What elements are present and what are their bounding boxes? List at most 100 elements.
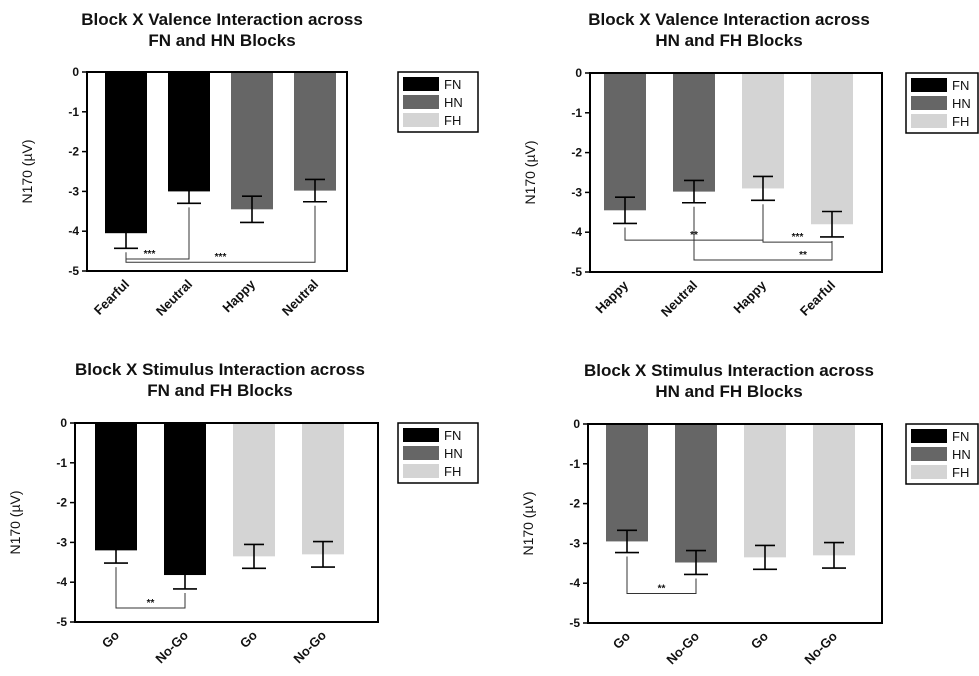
- y-tick-label: -2: [56, 496, 67, 510]
- category-label: No-Go: [290, 627, 329, 666]
- legend-swatch: [911, 78, 947, 92]
- y-tick-label: -1: [571, 106, 582, 120]
- category-label: Go: [610, 628, 633, 651]
- y-tick-label: -3: [56, 535, 67, 549]
- legend-label: HN: [952, 96, 971, 111]
- significance-label: **: [799, 250, 807, 261]
- bar: [604, 73, 646, 211]
- bar: [744, 424, 786, 558]
- chart-title: Block X Stimulus Interaction across: [584, 361, 874, 380]
- y-tick-label: -4: [68, 224, 79, 238]
- y-tick-label: -3: [571, 185, 582, 199]
- legend-label: HN: [952, 447, 971, 462]
- category-label: Go: [748, 628, 771, 651]
- chart-subtitle: HN and FH Blocks: [655, 31, 802, 50]
- y-tick-label: -2: [68, 145, 79, 159]
- category-label: Neutral: [658, 278, 700, 320]
- bar: [813, 424, 855, 556]
- significance-label: ***: [144, 249, 156, 260]
- significance-bracket: [115, 567, 186, 609]
- y-axis-label: N170 (µV): [19, 139, 35, 203]
- legend-swatch: [403, 428, 439, 442]
- bar: [675, 424, 717, 563]
- chart-subtitle: FN and FH Blocks: [147, 381, 292, 400]
- category-label: No-Go: [152, 627, 191, 666]
- bar: [302, 423, 344, 555]
- category-label: No-Go: [663, 628, 702, 667]
- chart-title: Block X Valence Interaction across: [81, 10, 363, 29]
- plot-frame: [587, 423, 883, 624]
- category-label: Neutral: [279, 277, 321, 319]
- legend-label: FN: [952, 429, 969, 444]
- y-tick-label: -4: [569, 576, 580, 590]
- legend-label: HN: [444, 95, 463, 110]
- bar: [168, 72, 210, 192]
- y-tick-label: 0: [575, 66, 582, 80]
- category-label: Go: [237, 627, 260, 650]
- category-label: Happy: [592, 277, 631, 316]
- y-tick-label: -4: [56, 575, 67, 589]
- chart-panel-4: Block X Stimulus Interaction across HN an…: [520, 361, 979, 667]
- category-label: No-Go: [801, 628, 840, 667]
- y-tick-label: 0: [573, 417, 580, 431]
- bar: [105, 72, 147, 234]
- category-label: Neutral: [153, 277, 195, 319]
- legend-label: FN: [952, 78, 969, 93]
- legend-swatch: [911, 465, 947, 479]
- legend-label: HN: [444, 446, 463, 461]
- significance-bracket: [125, 205, 316, 263]
- bar: [294, 72, 336, 191]
- y-tick-label: -3: [569, 536, 580, 550]
- chart-panel-3: Block X Stimulus Interaction across FN an…: [7, 360, 479, 666]
- legend-label: FN: [444, 77, 461, 92]
- bar: [811, 73, 853, 225]
- significance-label: ***: [215, 252, 227, 263]
- chart-panel-2: Block X Valence Interaction across HN and…: [522, 10, 979, 320]
- significance-label: ***: [792, 232, 804, 243]
- plot-frame: [86, 71, 348, 272]
- y-tick-label: -2: [571, 146, 582, 160]
- y-tick-label: -2: [569, 497, 580, 511]
- significance-bracket: [693, 206, 833, 261]
- significance-label: **: [658, 583, 666, 594]
- significance-label: **: [147, 598, 155, 609]
- legend-swatch: [403, 446, 439, 460]
- bar: [231, 72, 273, 210]
- bar: [233, 423, 275, 557]
- chart-title: Block X Stimulus Interaction across: [75, 360, 365, 379]
- category-label: Happy: [219, 276, 258, 315]
- legend-swatch: [403, 113, 439, 127]
- legend-label: FH: [444, 113, 461, 128]
- category-label: Fearful: [91, 277, 132, 318]
- legend-label: FH: [444, 464, 461, 479]
- chart-panel-1: Block X Valence Interaction across FN and…: [19, 10, 479, 319]
- y-axis-label: N170 (µV): [7, 490, 23, 554]
- y-tick-label: 0: [60, 416, 67, 430]
- y-tick-label: -4: [571, 225, 582, 239]
- plot-frame: [74, 422, 379, 623]
- y-tick-label: -1: [56, 456, 67, 470]
- legend-swatch: [911, 429, 947, 443]
- y-tick-label: -5: [68, 264, 79, 278]
- legend-swatch: [911, 447, 947, 461]
- bar: [95, 423, 137, 551]
- category-label: Happy: [730, 277, 769, 316]
- bar: [164, 423, 206, 576]
- legend-label: FN: [444, 428, 461, 443]
- y-tick-label: -5: [569, 616, 580, 630]
- chart-title: Block X Valence Interaction across: [588, 10, 870, 29]
- y-tick-label: 0: [72, 65, 79, 79]
- legend-swatch: [911, 96, 947, 110]
- bar: [742, 73, 784, 189]
- y-tick-label: -1: [68, 105, 79, 119]
- y-tick-label: -1: [569, 457, 580, 471]
- chart-subtitle: FN and HN Blocks: [148, 31, 295, 50]
- legend-swatch: [403, 95, 439, 109]
- category-label: Fearful: [797, 278, 838, 319]
- chart-subtitle: HN and FH Blocks: [655, 382, 802, 401]
- legend-swatch: [911, 114, 947, 128]
- y-axis-label: N170 (µV): [522, 140, 538, 204]
- legend-swatch: [403, 464, 439, 478]
- legend-swatch: [403, 77, 439, 91]
